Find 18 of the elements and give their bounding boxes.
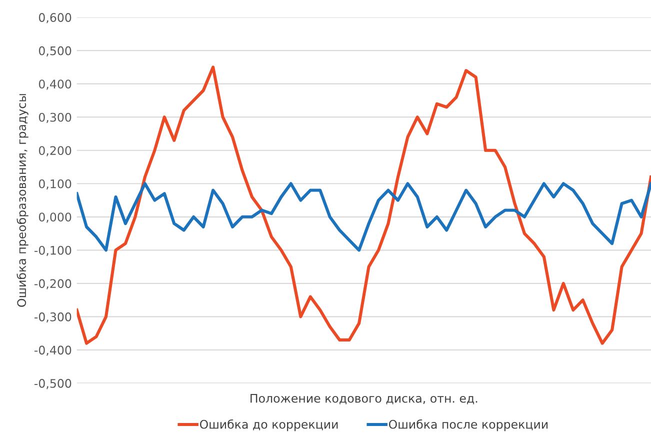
y-tick-label: 0,100 <box>38 179 72 190</box>
legend-label: Ошибка после коррекции <box>388 419 548 432</box>
y-tick-label: -0,300 <box>34 312 72 323</box>
y-tick-label: 0,300 <box>38 112 72 123</box>
y-tick-label: -0,100 <box>34 246 72 256</box>
y-tick-label: 0,500 <box>38 46 72 56</box>
y-tick-label: 0,000 <box>38 212 72 223</box>
y-tick-label: 0,400 <box>38 80 72 90</box>
y-tick-label: 0,200 <box>38 146 72 156</box>
y-tick-label: -0,200 <box>34 279 72 290</box>
line-series <box>76 182 651 252</box>
y-axis-title: Ошибка преобразования, градусы <box>16 94 28 307</box>
x-axis-title: Положение кодового диска, отн. ед. <box>250 394 478 404</box>
y-tick-label: -0,500 <box>34 378 72 390</box>
legend-label: Ошибка до коррекции <box>200 419 338 432</box>
y-tick-label: 0,600 <box>38 13 72 24</box>
y-tick-label: -0,400 <box>34 346 72 356</box>
line-series <box>76 66 651 345</box>
